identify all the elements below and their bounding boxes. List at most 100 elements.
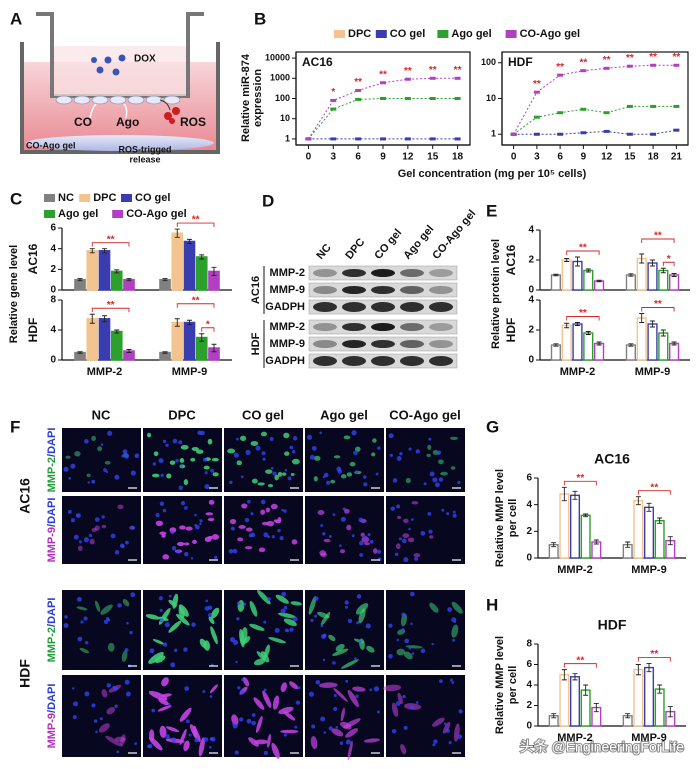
nucleus (267, 597, 272, 601)
nucleus (202, 457, 207, 462)
nucleus (229, 480, 233, 485)
nucleus (246, 718, 252, 724)
blot-band (429, 302, 453, 312)
cell (98, 723, 110, 733)
x-tick-label: 3 (534, 152, 540, 163)
nucleus (250, 512, 254, 516)
blot-band (342, 323, 366, 331)
cell (290, 473, 295, 477)
nucleus (308, 691, 315, 697)
nucleus (292, 616, 298, 622)
cell (152, 638, 165, 645)
x-tick-label: 6 (557, 152, 563, 163)
nucleus (158, 596, 163, 601)
nucleus (452, 510, 456, 514)
nucleus (170, 530, 175, 535)
blot-band (371, 340, 395, 348)
cell (372, 548, 378, 554)
counterstain: /DAPI (46, 598, 58, 627)
cell (450, 436, 458, 440)
nucleus (124, 679, 130, 685)
error-bar (102, 315, 107, 323)
bar (559, 493, 570, 559)
group-label: HDF (17, 659, 33, 688)
cell (440, 471, 448, 476)
nucleus (335, 726, 339, 729)
data-point (404, 137, 411, 141)
nucleus (210, 468, 215, 473)
nucleus (420, 530, 426, 536)
insert-medium (54, 46, 186, 96)
dox-molecules (91, 54, 126, 76)
cell (272, 695, 280, 710)
row-label: GADPH (265, 355, 305, 367)
y-tick-label: 6 (50, 223, 56, 234)
nucleus (126, 621, 129, 625)
bar (550, 274, 562, 291)
nucleus (320, 624, 324, 628)
nucleus (263, 750, 268, 755)
cell (203, 465, 210, 470)
significance-bracket (201, 327, 215, 332)
bar (561, 259, 572, 291)
nucleus (232, 548, 238, 554)
nucleus (294, 725, 298, 729)
significance: ** (556, 62, 564, 73)
nucleus (319, 431, 322, 435)
nucleus (408, 646, 412, 650)
error-bar (102, 248, 107, 254)
nucleus (390, 506, 395, 511)
cell (255, 715, 263, 733)
bar (669, 342, 680, 361)
nucleus (420, 648, 426, 654)
nucleus (356, 621, 360, 625)
nucleus (408, 527, 411, 531)
nucleus (410, 705, 414, 710)
cell (159, 531, 167, 536)
series-line (513, 64, 677, 135)
nucleus (134, 453, 140, 459)
bar (86, 318, 99, 361)
nucleus (359, 553, 364, 557)
image (305, 428, 384, 492)
nucleus (339, 741, 344, 746)
blot-band (342, 302, 366, 312)
error-bar (660, 329, 666, 337)
data-point (330, 98, 337, 102)
cell (402, 533, 410, 539)
nucleus (320, 716, 326, 722)
stain: MMP-9 (46, 527, 58, 562)
nucleus (152, 462, 157, 466)
error-bar (660, 267, 666, 274)
bar (110, 270, 123, 291)
nucleus (84, 691, 90, 697)
nucleus (351, 430, 357, 436)
label: ROS (180, 115, 206, 129)
nucleus (239, 717, 244, 722)
blot-band (371, 286, 395, 294)
nucleus (194, 738, 199, 743)
cell (257, 482, 265, 486)
significance-bracket (91, 242, 130, 247)
significance-bracket (176, 222, 215, 228)
error-bar (187, 238, 192, 244)
nucleus (356, 594, 362, 599)
error-bar (564, 322, 570, 329)
nucleus (369, 539, 374, 544)
cell (166, 473, 172, 479)
bar (569, 494, 581, 559)
cell (343, 718, 361, 729)
nucleus (439, 679, 443, 684)
panel-label: C (10, 189, 22, 208)
cell (159, 725, 167, 738)
nucleus (205, 599, 209, 603)
nucleus (351, 534, 355, 538)
column-label: CO gel (242, 407, 284, 422)
nucleus (392, 478, 398, 483)
nucleus (332, 513, 336, 517)
nucleus (433, 739, 438, 744)
blot-band (342, 269, 366, 277)
y-tick-label: 0 (50, 355, 56, 366)
nucleus (134, 742, 138, 746)
nucleus (129, 630, 133, 635)
